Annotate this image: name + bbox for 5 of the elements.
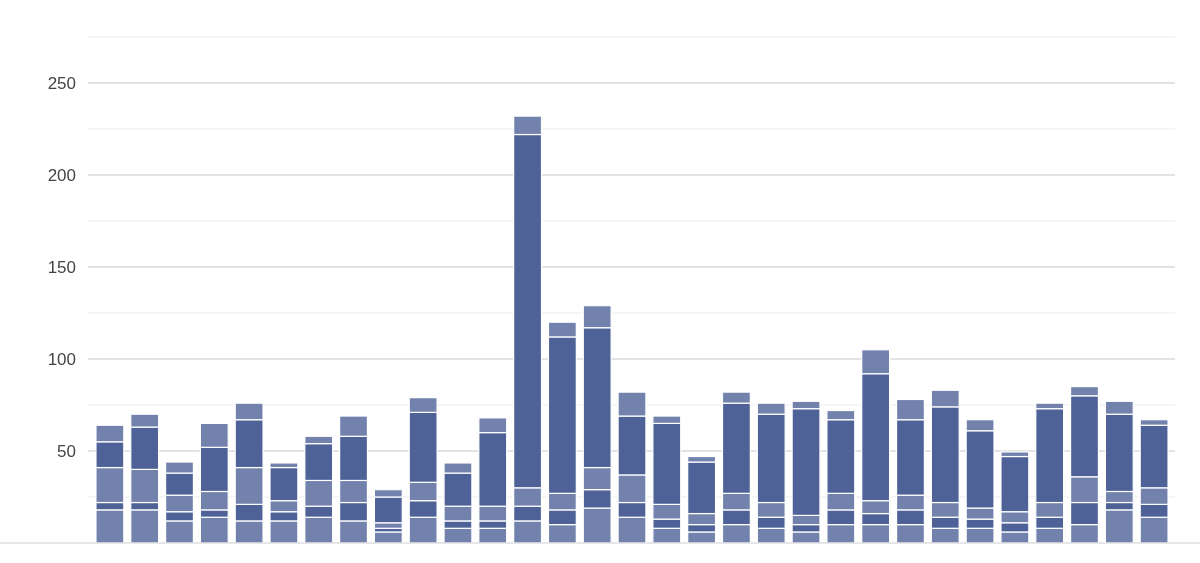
y-tick-label: 250 (47, 73, 76, 93)
y-tick-label: 150 (47, 257, 76, 277)
y-tick-label: 200 (47, 165, 76, 185)
y-tick-label: 50 (57, 441, 76, 461)
y-tick-label: 100 (47, 349, 76, 369)
